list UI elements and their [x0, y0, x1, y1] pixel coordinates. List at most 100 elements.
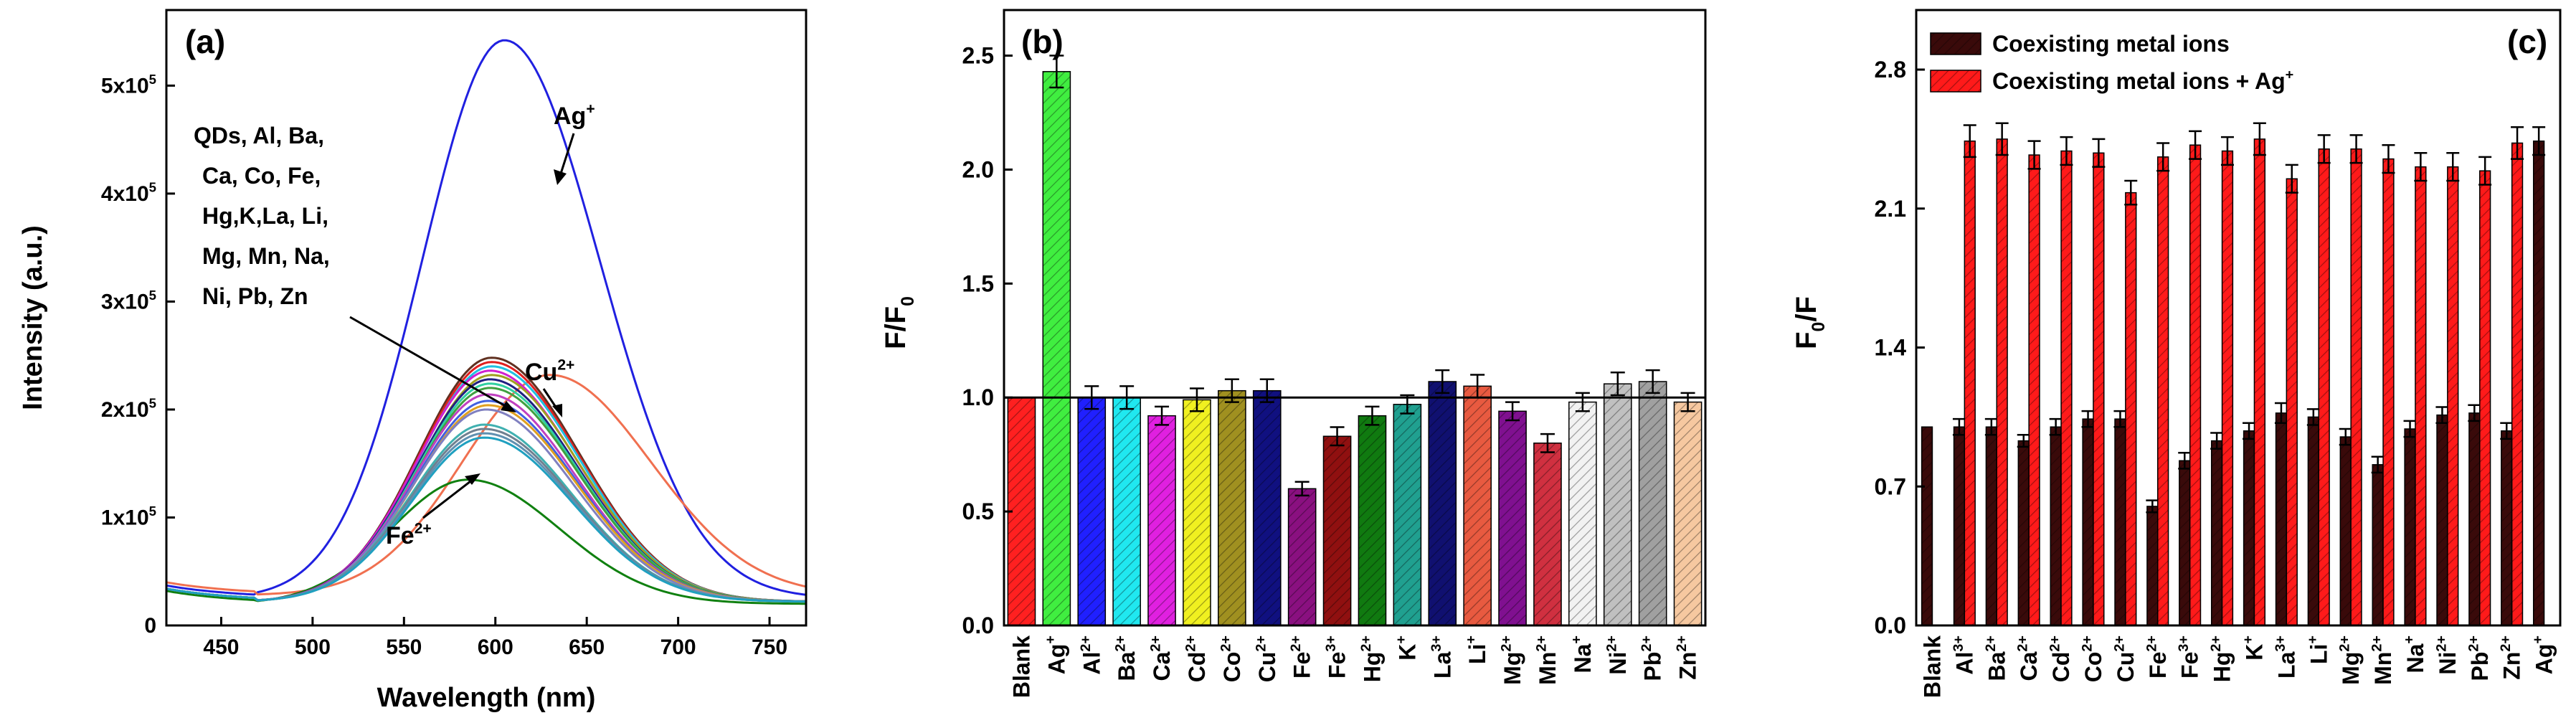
arrow-ag: [559, 133, 575, 176]
bars: [1921, 122, 2546, 626]
x-category-label: Co2+​: [1218, 635, 1244, 682]
ion-list-line: Ni, Pb, Zn: [202, 283, 308, 309]
bar-hatch: [1498, 411, 1527, 625]
legend-label: Coexisting metal ions: [1992, 31, 2230, 57]
bar-hatch: [2405, 428, 2415, 625]
x-axis-label: Wavelength (nm): [377, 683, 596, 713]
y-tick-label: 1x105​: [101, 504, 156, 530]
spectra-curves: [166, 39, 807, 605]
x-category-label: Ni2+​: [2433, 635, 2460, 675]
x-category-label: Mg2+​: [1499, 635, 1525, 685]
bar-hatch: [2468, 412, 2480, 625]
bar-hatch: [2211, 440, 2222, 625]
spectrum-line: [166, 378, 807, 602]
bar-hatch: [1568, 402, 1596, 625]
x-category-label: Ca2+​: [1148, 635, 1175, 681]
panel-label: (c): [2507, 23, 2547, 60]
x-category-label: Blank: [1008, 635, 1034, 698]
x-category-label: Mn2+​: [2369, 635, 2396, 685]
bar-hatch: [2383, 159, 2394, 626]
x-category-label: Ag+​: [2530, 635, 2557, 674]
bar-hatch: [2308, 417, 2319, 625]
y-tick-label: 0.0: [1875, 613, 1906, 638]
x-category-label: Cu2+​: [1253, 635, 1279, 682]
x-category-label: Al2+​: [1078, 635, 1104, 675]
y-axis-label: F/F0​: [880, 296, 918, 349]
bar-hatch: [1358, 415, 1386, 625]
x-category-label: Cd2+​: [2047, 635, 2074, 682]
x-tick-label: 550: [386, 635, 422, 659]
y-tick-label: 0.0: [962, 613, 994, 638]
y-tick-label: 4x105​: [101, 179, 156, 206]
x-category-label: Pb2+​: [2466, 635, 2492, 681]
x-category-label: Ba2+​: [1113, 635, 1140, 681]
x-category-label: Fe2+​: [2144, 635, 2170, 679]
spectrum-line: [166, 39, 807, 596]
bar-hatch: [1464, 386, 1492, 625]
ion-list-line: Mg, Mn, Na,: [202, 243, 330, 269]
bar-hatch: [1183, 400, 1211, 625]
x-category-label: K+​: [1393, 635, 1420, 661]
ion-list-line: QDs, Al, Ba,: [194, 123, 324, 148]
arrowhead-ion-list: [501, 401, 516, 412]
bar-hatch: [2125, 192, 2136, 625]
bar-hatch: [1147, 415, 1176, 625]
bar-hatch: [2189, 145, 2201, 626]
x-tick-label: 600: [478, 635, 513, 659]
ion-list-line: Ca, Co, Fe,: [202, 163, 321, 189]
ion-list-line: Hg,K,La, Li,: [202, 203, 328, 229]
bar-hatch: [1964, 141, 1976, 626]
y-axis-label: F0​/F: [1791, 296, 1829, 349]
bar-hatch: [1533, 443, 1562, 625]
x-category-label: La3+​: [1429, 635, 1455, 679]
panel-b-bar-chart: Blank Ag+​ Al2+​ Ba2+​ Ca2+​ Cd2+​ Co2+​ Cu2+​ F…: [880, 9, 1707, 698]
legend-swatch-hatch: [1931, 70, 1981, 92]
bar-hatch: [1113, 397, 1141, 625]
arrow-ion-list: [349, 316, 508, 409]
x-category-label: Pb2+​: [1639, 635, 1665, 681]
y-tick-label: 2.8: [1875, 57, 1906, 82]
y-tick-label: 2.1: [1875, 196, 1906, 222]
bar-hatch: [1997, 138, 2008, 626]
plot-frame: [1915, 9, 2562, 627]
y-tick-label: 1.5: [962, 270, 994, 296]
bar-hatch: [2050, 427, 2062, 625]
legend-label: Coexisting metal ions + Ag+​: [1992, 67, 2293, 94]
bar-hatch: [1604, 384, 1632, 625]
bar-hatch: [2029, 155, 2040, 625]
bar-hatch: [1674, 402, 1702, 625]
bar-hatch: [2179, 460, 2190, 625]
spectrum-line: [166, 382, 806, 602]
x-category-label: Mn2+​: [1534, 635, 1561, 685]
bar-hatch: [1253, 390, 1281, 625]
bar-hatch: [2372, 464, 2384, 625]
x-category-label: Fe2+​: [1288, 635, 1315, 679]
spectrum-line: [166, 478, 806, 605]
bar-hatch: [2222, 151, 2233, 626]
bar-hatch: [2511, 143, 2523, 625]
panel-a-spectra: 450 500 550 600 650 700 750 0 1x105​ 2x105​ 3x105​…: [18, 9, 808, 713]
x-category-label: Hg2+​: [1358, 635, 1385, 682]
bar-hatch: [2018, 440, 2030, 625]
x-category-label: Ni2+​: [1604, 635, 1630, 675]
bar-hatch: [1954, 427, 1965, 625]
bar-hatch: [2447, 166, 2458, 625]
x-tick-label: 700: [660, 635, 696, 659]
spectrum-line: [166, 387, 806, 602]
spectrum-line: [166, 374, 807, 596]
bar-hatch: [2276, 412, 2287, 625]
x-category-label: La3+​: [2273, 635, 2299, 679]
spectrum-line: [166, 400, 807, 602]
arrow-fe: [422, 478, 474, 519]
arrowhead-cu: [552, 404, 562, 417]
bar-hatch: [2061, 151, 2072, 626]
bar-hatch: [1078, 397, 1106, 625]
spectrum-line: [166, 436, 806, 603]
x-category-label: K+​: [2240, 635, 2267, 661]
bar-hatch: [2437, 415, 2448, 625]
bar-hatch: [2501, 430, 2512, 625]
y-tick-label: 0.5: [962, 498, 994, 524]
bar-hatch: [1218, 390, 1246, 625]
bar-hatch: [1043, 71, 1071, 626]
